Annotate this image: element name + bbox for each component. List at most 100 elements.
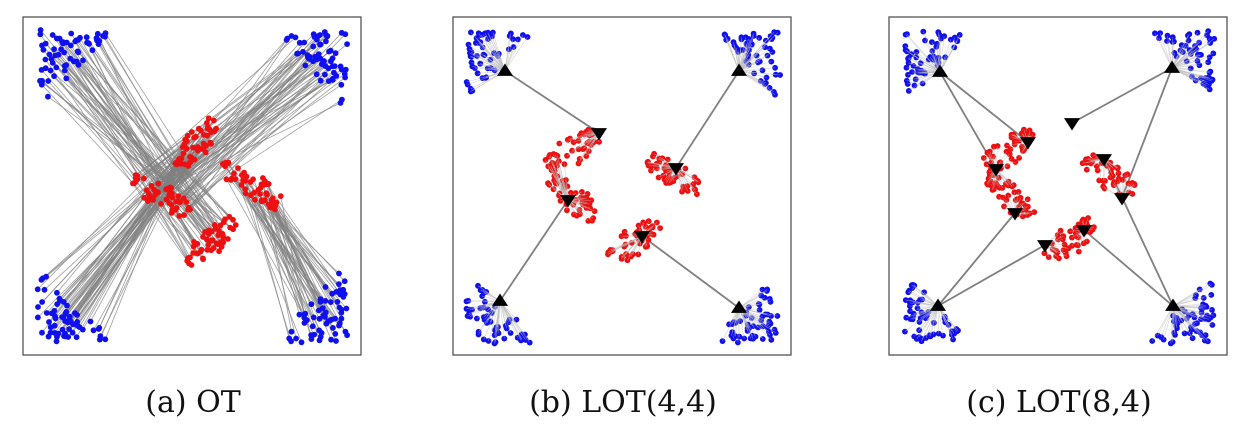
source-point [334, 299, 341, 305]
target-point [228, 177, 234, 183]
target-point [644, 243, 651, 250]
source-point [319, 305, 326, 311]
anchor-fan-line [578, 132, 600, 164]
source-point [79, 326, 86, 333]
transport-line [137, 37, 296, 177]
transport-line [104, 146, 184, 340]
target-point [1100, 183, 1107, 190]
anchor-fan-line [924, 40, 941, 73]
source-point [75, 49, 82, 56]
anchor-fan-line [499, 300, 505, 339]
source-anchor-icon [932, 64, 948, 77]
target-point [190, 144, 197, 151]
source-point [80, 57, 86, 64]
source-point [35, 314, 41, 321]
target-point [1084, 238, 1090, 245]
anchor-fan-line [921, 305, 939, 342]
target-point [242, 190, 249, 197]
source-point [89, 47, 96, 54]
transport-line [51, 145, 206, 314]
source-point [42, 40, 49, 47]
anchor-fan-line [738, 307, 745, 339]
panel-lot44 [452, 16, 794, 358]
target-point [211, 222, 218, 228]
transport-line [179, 78, 333, 217]
target-point [185, 206, 192, 213]
target-point [209, 237, 216, 244]
target-point [188, 129, 195, 135]
target-point [200, 256, 207, 263]
target-point [232, 222, 239, 228]
anchor-fan-line [1172, 289, 1200, 307]
source-point [37, 27, 44, 33]
panel-lot84 [888, 16, 1230, 358]
source-point [329, 290, 335, 297]
target-anchor-icon [988, 164, 1004, 177]
source-point [474, 315, 480, 322]
source-point [507, 330, 514, 336]
source-point [322, 71, 328, 78]
target-point [198, 246, 205, 253]
source-point [480, 336, 487, 343]
source-point [332, 315, 338, 322]
target-point [635, 222, 642, 229]
anchor-fan-line [468, 44, 506, 72]
anchor-fan-line [492, 32, 506, 72]
source-point [343, 305, 350, 312]
source-point [336, 270, 342, 277]
target-point [277, 193, 284, 200]
source-point [1149, 338, 1156, 344]
source-point [63, 309, 70, 315]
anchor-fan-line [1172, 304, 1204, 307]
source-point [63, 75, 70, 82]
source-point [59, 39, 66, 45]
source-point [332, 331, 339, 337]
anchor-fan-line [499, 300, 511, 334]
source-point [34, 286, 41, 293]
target-point [564, 207, 570, 214]
target-point [242, 177, 249, 184]
anchor-fan-line [1172, 305, 1193, 339]
target-point [1075, 248, 1082, 255]
source-point [68, 318, 74, 325]
transport-line [86, 36, 224, 238]
source-point [916, 334, 923, 340]
target-point [167, 184, 174, 191]
source-point [60, 314, 67, 321]
transport-line [64, 146, 205, 322]
target-point [210, 117, 217, 124]
target-point [252, 196, 258, 203]
target-point [132, 179, 139, 185]
anchor-fan-line [918, 305, 939, 338]
source-point [510, 36, 516, 42]
source-point [344, 332, 350, 339]
source-point [1208, 292, 1215, 298]
source-point [463, 79, 470, 85]
target-point [230, 226, 237, 233]
target-point [564, 152, 570, 159]
source-point [344, 41, 350, 47]
source-point [37, 31, 44, 38]
target-anchor-icon [591, 128, 607, 141]
target-point [183, 138, 190, 145]
anchor-fan-line [567, 199, 594, 219]
target-point [146, 191, 152, 197]
anchor-link [1071, 67, 1173, 124]
transport-line [175, 99, 343, 211]
target-point [145, 196, 151, 203]
source-anchor-icon [497, 63, 513, 76]
transport-line [42, 153, 184, 279]
transport-line [72, 140, 188, 325]
target-point [181, 212, 188, 219]
source-point [950, 336, 956, 343]
source-point [39, 299, 45, 305]
anchor-fan-line [939, 37, 956, 73]
source-point [342, 74, 348, 81]
target-point [223, 176, 230, 183]
anchor-fan-line [916, 51, 941, 73]
target-point [195, 125, 202, 132]
caption-lot44: (b) LOT(4,4) [529, 385, 717, 420]
transport-line [223, 163, 324, 309]
target-anchor-icon [1064, 118, 1080, 131]
anchor-fan-line [738, 289, 768, 309]
